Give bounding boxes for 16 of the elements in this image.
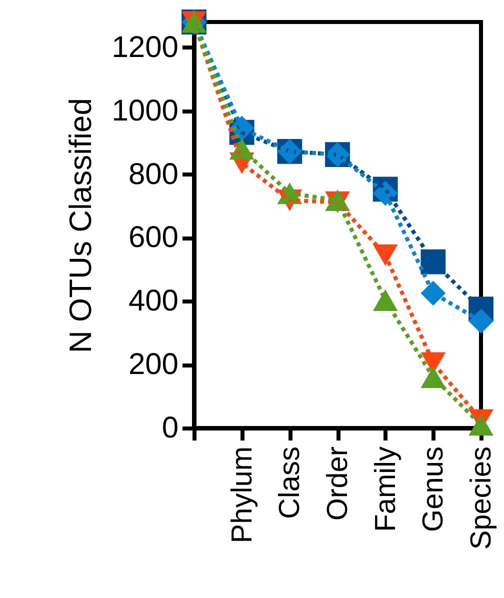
y-tick-label: 1000 bbox=[112, 94, 178, 128]
x-tick-label: Species bbox=[466, 446, 498, 550]
y-tick-label: 200 bbox=[128, 348, 178, 382]
x-tick-label: Class bbox=[274, 446, 306, 520]
point bbox=[468, 414, 494, 436]
y-tick-label: 1200 bbox=[112, 30, 178, 64]
x-tick-label: Order bbox=[322, 446, 354, 521]
y-tick-label: 800 bbox=[128, 158, 178, 191]
point bbox=[468, 308, 494, 334]
y-tick-label: 0 bbox=[162, 412, 178, 444]
y-tick-label: 400 bbox=[128, 284, 178, 318]
y-tick-label: 600 bbox=[128, 221, 178, 254]
x-tick-label: Family bbox=[370, 446, 402, 532]
x-tick-label: Genus bbox=[418, 446, 450, 532]
x-tick-label: Phylum bbox=[226, 446, 258, 544]
y-axis-title: N OTUs Classified bbox=[62, 98, 98, 353]
